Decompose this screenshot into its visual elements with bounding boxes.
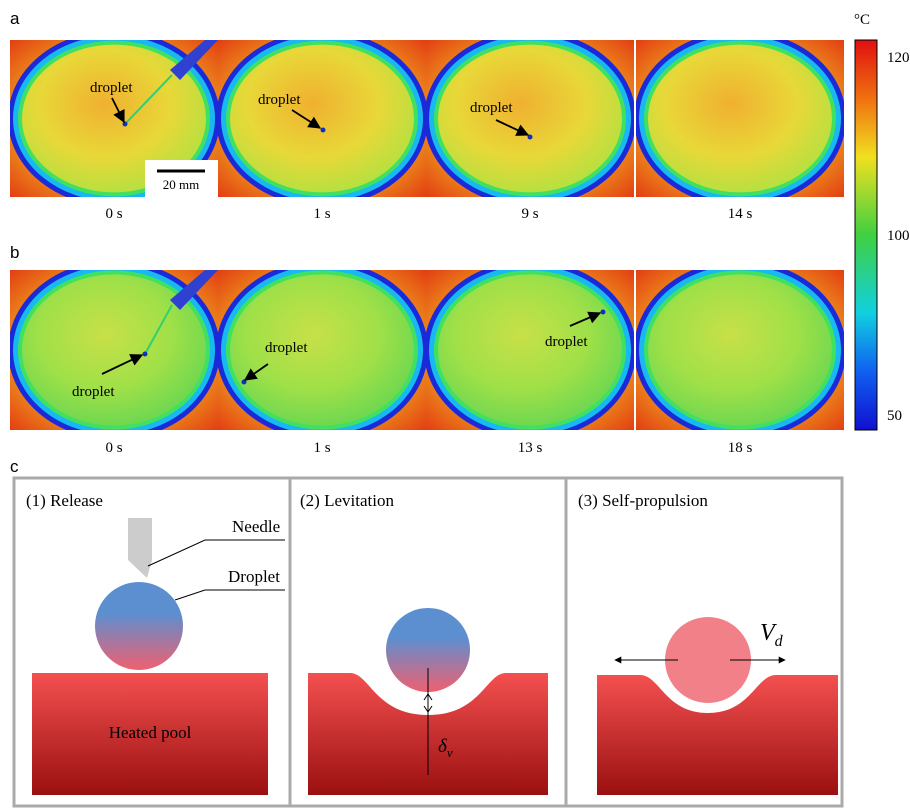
step-title: (3) Self-propulsion	[578, 491, 708, 510]
colorbar-unit: °C	[854, 12, 870, 28]
droplet-dot	[321, 128, 326, 133]
droplet-label: droplet	[258, 92, 301, 108]
thermal-frame	[424, 260, 636, 439]
leader-line	[175, 590, 285, 600]
dish	[230, 45, 414, 193]
thermal-images: a 0 s droplet 1 s droplet 9 s droplet 14 s 20 mm…	[8, 9, 846, 456]
time-label: 13 s	[518, 440, 543, 456]
step-title: (1) Release	[26, 491, 103, 510]
figure: a 0 s droplet 1 s droplet 9 s droplet 14 s 20 mm…	[0, 0, 910, 809]
dish	[230, 274, 414, 425]
time-label: 0 s	[105, 440, 122, 456]
droplet-label: droplet	[90, 80, 133, 96]
droplet-label: droplet	[265, 340, 308, 356]
dish	[438, 45, 622, 193]
time-label: 0 s	[105, 206, 122, 222]
panel-label: a	[10, 9, 20, 28]
thermal-frame	[216, 260, 428, 439]
panel-label: b	[10, 243, 19, 262]
time-label: 14 s	[728, 206, 753, 222]
colorbar-tick: 100	[887, 228, 910, 244]
needle	[128, 518, 152, 578]
step-title: (2) Levitation	[300, 491, 394, 510]
dish	[648, 45, 832, 193]
droplet-dot	[528, 135, 533, 140]
time-label: 1 s	[313, 206, 330, 222]
pool-label: Heated pool	[109, 723, 192, 742]
gap-subscript: v	[447, 745, 453, 760]
droplet-label: droplet	[72, 384, 115, 400]
droplet-label: Droplet	[228, 567, 280, 586]
droplet-label: droplet	[470, 100, 513, 116]
panel-label: c	[10, 457, 19, 476]
leader-line	[148, 540, 285, 566]
thermal-frame	[424, 31, 636, 207]
colorbar-tick: 120	[887, 50, 910, 66]
droplet-dot	[601, 310, 606, 315]
time-label: 9 s	[521, 206, 538, 222]
droplet-label: droplet	[545, 334, 588, 350]
dish	[438, 274, 622, 425]
time-label: 1 s	[313, 440, 330, 456]
thermal-frame	[8, 260, 220, 439]
thermal-frame	[634, 260, 846, 439]
colorbar-tick: 50	[887, 408, 902, 424]
time-label: 18 s	[728, 440, 753, 456]
thermal-frame	[634, 31, 846, 207]
colorbar	[855, 40, 877, 430]
needle-label: Needle	[232, 517, 280, 536]
scale-label: 20 mm	[163, 177, 199, 192]
velocity-label: Vd	[760, 620, 784, 650]
droplet-dot	[143, 352, 148, 357]
droplet	[95, 582, 183, 670]
velocity-subscript: d	[775, 633, 784, 650]
thermal-frame	[216, 31, 428, 207]
dish	[648, 274, 832, 425]
